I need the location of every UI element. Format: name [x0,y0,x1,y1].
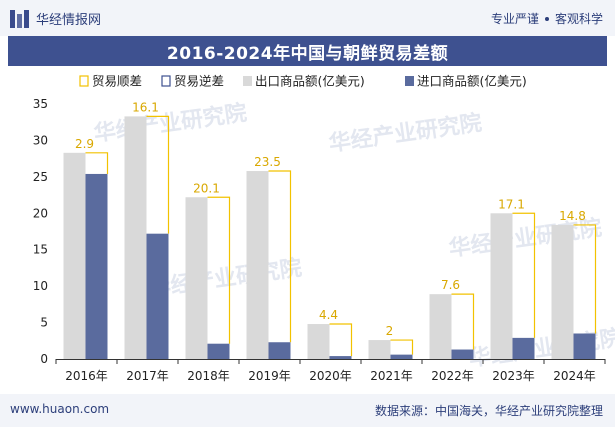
x-tick-label-2: 2018年 [187,369,230,383]
footer-bar: www.huaon.com 数据来源：中国海关，华经产业研究院整理 [0,394,615,427]
import-bar-7 [512,337,535,359]
legend-swatch-1 [161,75,171,87]
x-tick-label-6: 2022年 [431,369,474,383]
balance-label-1: 16.1 [132,100,159,114]
x-tick-label-4: 2020年 [309,369,352,383]
legend-swatch-3 [405,76,414,86]
export-bar-3 [246,171,269,359]
balance-label-6: 7.6 [441,278,460,292]
surplus-bracket-8 [573,224,597,334]
chart-title: 2016-2024年中国与朝鲜贸易差额 [166,43,449,64]
export-bar-1 [124,116,147,359]
x-tick-label-8: 2024年 [553,369,596,383]
import-bar-3 [268,342,291,359]
y-tick-label-5: 25 [33,170,48,184]
balance-label-4: 4.4 [319,308,338,322]
legend-swatch-2 [243,76,252,86]
export-bar-4 [307,324,330,359]
balance-label-0: 2.9 [75,137,94,151]
import-bar-2 [207,343,230,359]
y-tick-label-6: 30 [33,133,48,147]
export-bar-0 [63,152,86,359]
watermark-text-0: 华经产业研究院 [92,100,248,147]
y-tick-label-3: 15 [33,243,48,257]
x-tick-label-0: 2016年 [65,369,108,383]
import-bar-0 [85,173,108,359]
surplus-bracket-5 [390,339,414,355]
legend-label-0: 贸易顺差 [92,74,142,89]
brand-name: 华经情报网 [36,13,102,28]
y-tick-label-4: 20 [33,206,48,220]
trade-balance-chart: 华经产业研究院 华经产业研究院华经产业研究院华经产业研究院华经产业研究院贸易顺差贸… [33,74,615,384]
title-bar: 2016-2024年中国与朝鲜贸易差额 [8,36,607,66]
y-tick-label-7: 35 [33,97,48,111]
data-source: 数据来源：中国海关，华经产业研究院整理 [374,404,603,418]
balance-label-5: 2 [386,324,394,338]
import-bar-6 [451,349,474,359]
y-tick-label-2: 10 [33,279,48,293]
export-bar-7 [490,213,513,359]
export-bar-6 [429,294,452,359]
surplus-bracket-0 [85,152,109,174]
watermark-text-1: 华经产业研究院 [327,110,483,157]
x-tick-label-3: 2019年 [248,369,291,383]
balance-label-7: 17.1 [498,197,525,211]
balance-label-8: 14.8 [559,209,586,223]
surplus-bracket-4 [329,323,353,357]
import-bar-5 [390,354,413,359]
website-link[interactable]: www.huaon.com [10,402,110,416]
legend-swatch-0 [79,75,89,87]
y-tick-label-0: 0 [40,352,48,366]
surplus-bracket-2 [207,196,231,344]
x-tick-label-7: 2023年 [492,369,535,383]
slogan-right: 客观科学 [554,12,603,26]
top-bar: 华经情报网 专业严谨 客观科学 [0,0,615,36]
legend-label-1: 贸易逆差 [174,74,224,89]
y-tick-label-1: 5 [40,316,48,330]
export-bar-2 [185,197,208,359]
logo-icon [10,9,30,28]
export-bar-5 [368,340,391,359]
balance-label-3: 23.5 [254,155,281,169]
separator-dot-icon [544,16,549,21]
surplus-bracket-6 [451,293,475,350]
balance-label-2: 20.1 [193,181,220,195]
import-bar-8 [573,333,596,359]
legend-label-3: 进口商品额(亿美元) [417,74,527,89]
slogan: 专业严谨 客观科学 [491,10,603,27]
logo: 华经情报网 [10,9,101,28]
slogan-left: 专业严谨 [490,12,539,26]
import-bar-1 [146,233,169,359]
surplus-bracket-3 [268,170,292,343]
export-bar-8 [551,224,574,359]
legend-label-2: 出口商品额(亿美元) [255,74,365,89]
x-tick-label-1: 2017年 [126,369,169,383]
surplus-bracket-1 [146,115,170,234]
watermark-text-3: 华经产业研究院 [147,255,303,302]
import-bar-4 [329,356,352,359]
surplus-bracket-7 [512,212,536,338]
x-tick-label-5: 2021年 [370,369,413,383]
